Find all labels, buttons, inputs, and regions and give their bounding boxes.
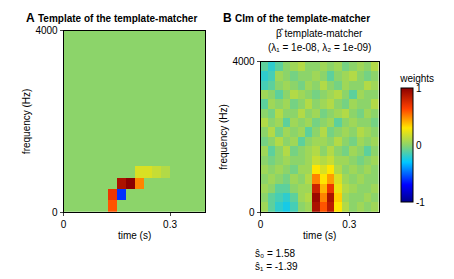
svg-text:frequency (Hz): frequency (Hz) xyxy=(218,104,229,170)
svg-text:4000: 4000 xyxy=(232,56,255,67)
svg-text:-1: -1 xyxy=(416,197,425,208)
svg-text:4000: 4000 xyxy=(35,25,58,36)
svg-text:time (s): time (s) xyxy=(118,230,151,241)
svg-text:time (s): time (s) xyxy=(303,230,336,241)
svg-text:0.3: 0.3 xyxy=(163,219,177,230)
svg-text:Template of the template-match: Template of the template-matcher xyxy=(38,13,197,24)
svg-text:ŝ₀ = 1.58: ŝ₀ = 1.58 xyxy=(255,248,295,259)
svg-text:0: 0 xyxy=(52,207,58,218)
svg-text:0.3: 0.3 xyxy=(342,219,356,230)
svg-text:0: 0 xyxy=(416,140,422,151)
svg-text:B: B xyxy=(223,11,232,25)
svg-text:0: 0 xyxy=(249,207,255,218)
svg-text:0: 0 xyxy=(258,219,264,230)
svg-text:β̂ template-matcher: β̂ template-matcher xyxy=(276,28,363,39)
svg-text:CIm of the template-matcher: CIm of the template-matcher xyxy=(235,13,370,24)
svg-text:frequency (Hz): frequency (Hz) xyxy=(21,89,32,155)
svg-text:0: 0 xyxy=(61,219,67,230)
svg-text:A: A xyxy=(26,11,35,25)
svg-text:weights: weights xyxy=(399,73,434,84)
svg-text:1: 1 xyxy=(416,83,422,94)
svg-text:(λ₁ = 1e-08, λ₂ = 1e-09): (λ₁ = 1e-08, λ₂ = 1e-09) xyxy=(268,42,371,53)
svg-text:ŝ₁ = -1.39: ŝ₁ = -1.39 xyxy=(255,261,298,272)
